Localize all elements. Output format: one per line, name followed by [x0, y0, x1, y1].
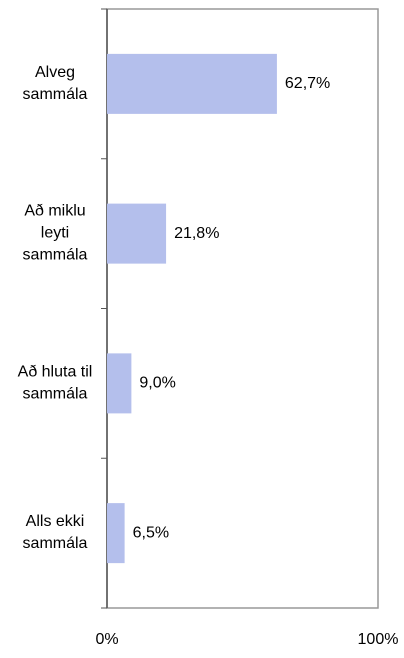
category-label-line: sammála	[23, 86, 88, 103]
category-label-line: Alls ekki	[26, 513, 85, 530]
category-label-line: Að hluta til	[18, 364, 93, 381]
category-label-line: Alveg	[35, 64, 75, 81]
value-label: 6,5%	[133, 524, 169, 541]
category-label-line: sammála	[23, 247, 88, 264]
category-label-line: sammála	[23, 535, 88, 552]
bar	[107, 203, 167, 264]
category-label-line: leyti	[41, 225, 69, 242]
value-label: 9,0%	[139, 375, 175, 392]
category-label-line: Að miklu	[24, 203, 85, 220]
bar	[107, 503, 125, 564]
value-label: 21,8%	[174, 225, 219, 242]
value-label: 62,7%	[285, 75, 330, 92]
category-label: Alveg sammála	[23, 64, 88, 103]
category-label: Að miklu leyti sammála	[23, 203, 88, 264]
category-label-line: sammála	[23, 386, 88, 403]
category-label: Að hluta til sammála	[18, 364, 93, 403]
category-label: Alls ekki sammála	[23, 513, 88, 552]
bar	[107, 353, 132, 414]
bar	[107, 53, 277, 114]
x-tick-label: 0%	[95, 631, 118, 648]
x-tick-label: 100%	[358, 631, 399, 648]
